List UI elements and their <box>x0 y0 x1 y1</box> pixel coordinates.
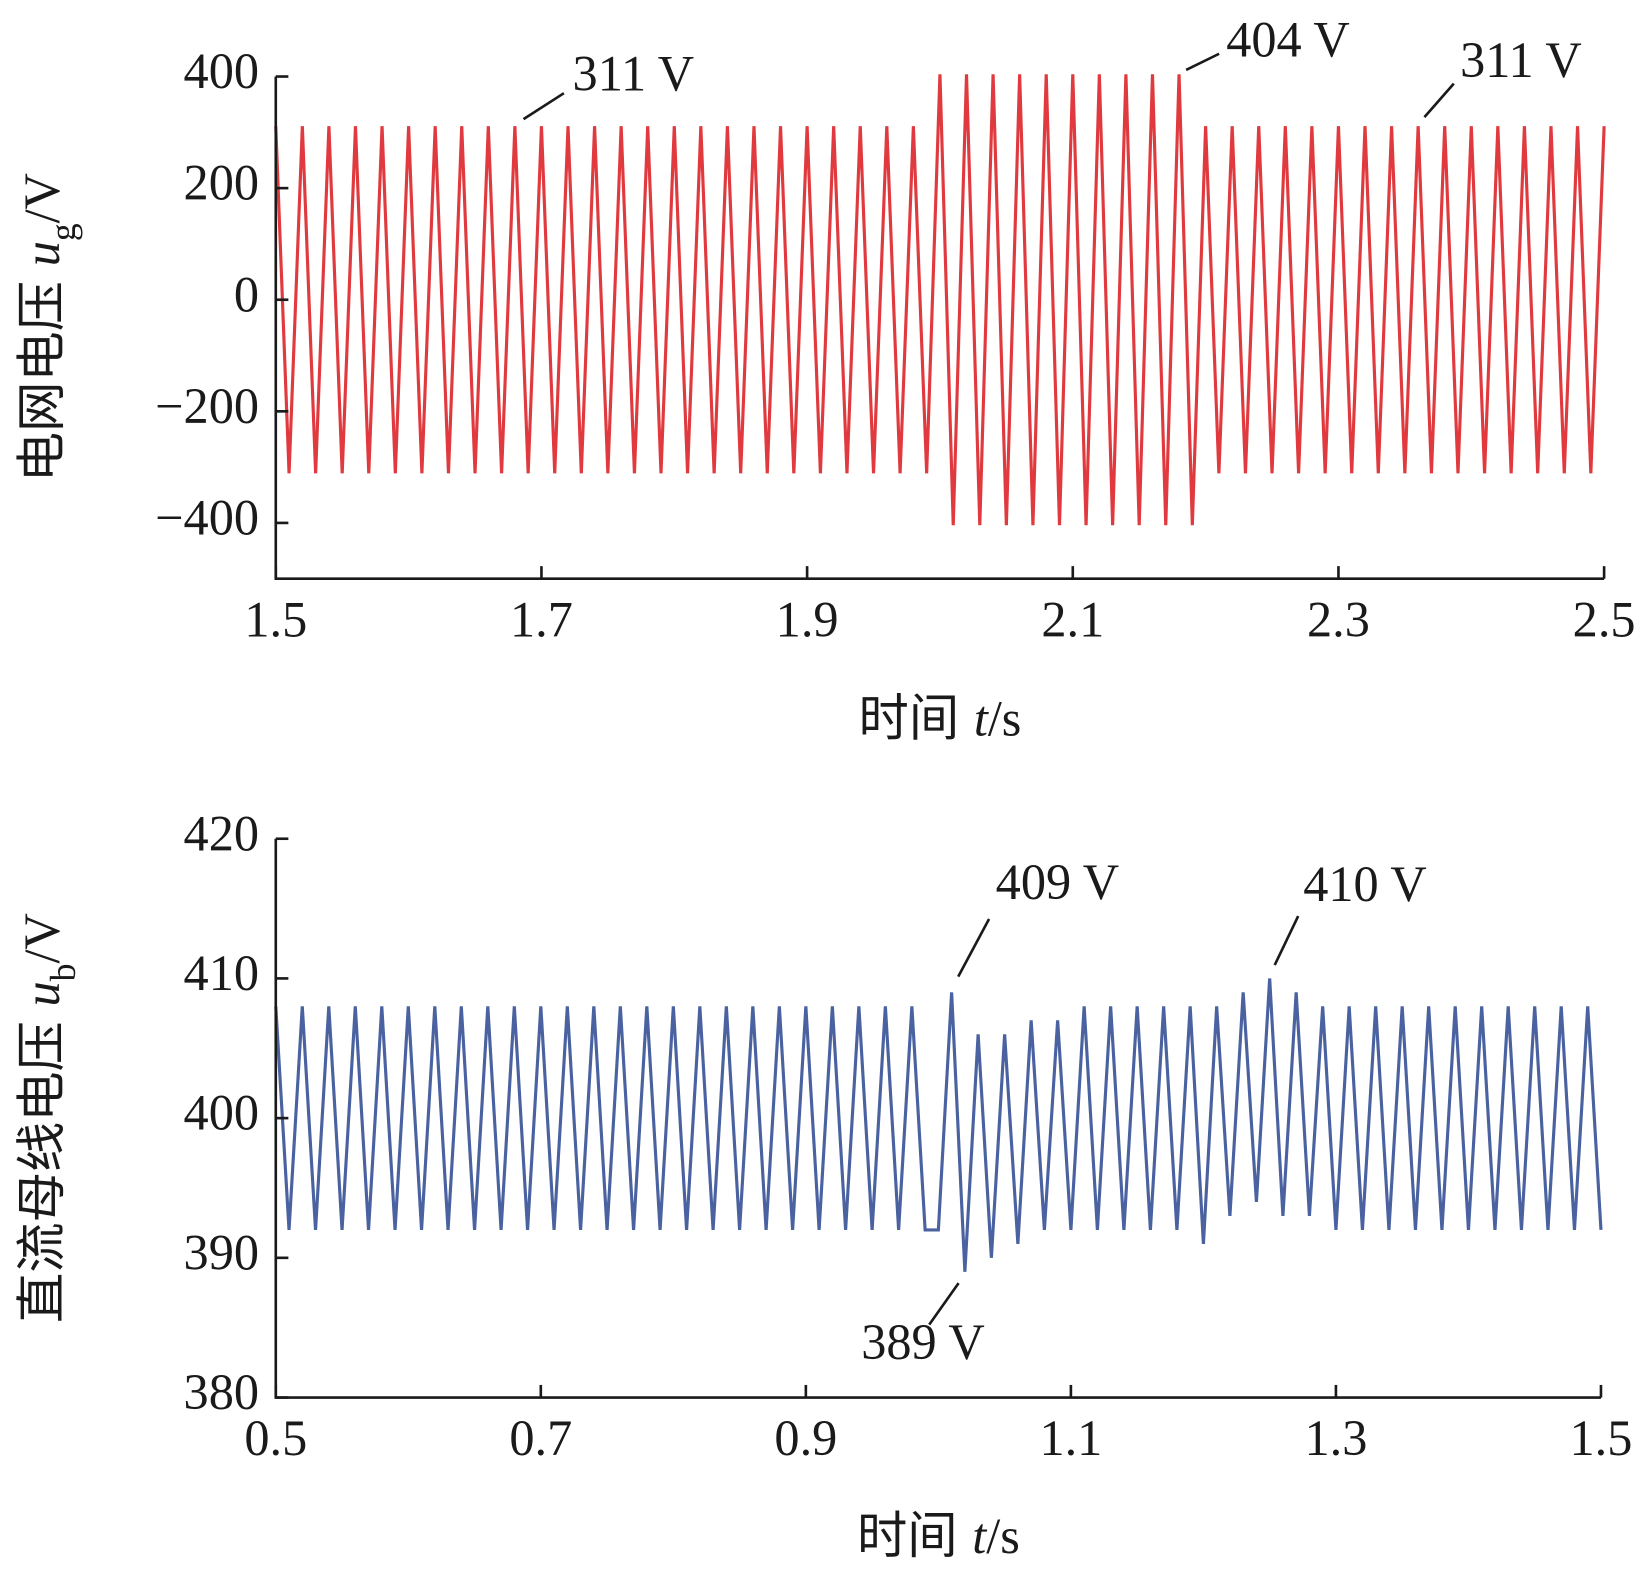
annotation-leader <box>522 92 565 121</box>
y-tick-label: 420 <box>184 805 259 861</box>
annotation-label: 311 V <box>1460 32 1582 88</box>
x-tick-label: 1.3 <box>1304 1410 1367 1466</box>
y-title-symbol: u <box>14 981 70 1006</box>
y-tick-label: 410 <box>184 945 259 1001</box>
x-tick-label: 1.5 <box>244 591 307 647</box>
x-tick-label: 2.1 <box>1041 591 1104 647</box>
y-tick-label: 0 <box>234 266 259 322</box>
x-title-unit: /s <box>988 690 1022 746</box>
y-title-text: 直流母线电压 <box>14 1021 70 1323</box>
y-title-unit: /V <box>14 173 70 223</box>
y-tick-label: 390 <box>184 1224 259 1280</box>
y-tick-label: 200 <box>184 155 259 211</box>
x-tick-label: 1.1 <box>1039 1410 1102 1466</box>
axis-line <box>274 76 1605 581</box>
x-tick-label: 1.7 <box>510 591 573 647</box>
annotation-label: 311 V <box>573 46 695 102</box>
y-title-subscript: g <box>43 223 83 241</box>
annotation-leader <box>957 918 991 978</box>
x-tick-label: 1.5 <box>1570 1410 1633 1466</box>
y-title-text: 电网电压 <box>14 281 70 482</box>
annotation-leader <box>1423 82 1455 118</box>
x-tick-label: 2.5 <box>1573 591 1636 647</box>
annotation-leader <box>1185 52 1220 72</box>
x-tick-label: 0.9 <box>774 1410 837 1466</box>
y-title-symbol: u <box>14 241 70 266</box>
x-title-text: 时间 <box>859 690 960 746</box>
annotation-leader <box>1273 915 1300 966</box>
x-tick-label: 2.3 <box>1307 591 1370 647</box>
y-axis-title: 电网电压 ug/V <box>14 173 84 482</box>
x-title-symbol: t <box>972 1508 987 1564</box>
x-title-symbol: t <box>974 690 989 746</box>
x-tick-label: 0.7 <box>509 1410 572 1466</box>
y-title-unit: /V <box>14 913 70 963</box>
x-tick-label: 0.5 <box>244 1410 307 1466</box>
y-tick-label: 400 <box>184 1085 259 1141</box>
y-axis-title: 直流母线电压 ub/V <box>14 913 84 1323</box>
annotation-label: 404 V <box>1226 11 1349 67</box>
data-line <box>274 74 1606 526</box>
y-tick-label: −200 <box>155 378 259 434</box>
x-tick-label: 1.9 <box>776 591 839 647</box>
x-title-text: 时间 <box>857 1508 958 1564</box>
annotation-label: 410 V <box>1303 856 1426 912</box>
annotation-leader <box>928 1282 960 1326</box>
annotation-label: 409 V <box>996 854 1119 910</box>
annotation-label: 389 V <box>861 1314 984 1370</box>
y-tick-label: −400 <box>155 489 259 545</box>
x-axis-title: 时间 t/s <box>859 690 1022 746</box>
y-title-subscript: b <box>43 964 83 982</box>
x-axis-title: 时间 t/s <box>857 1508 1020 1564</box>
y-tick-label: 380 <box>184 1364 259 1420</box>
data-line <box>274 978 1603 1272</box>
y-tick-label: 400 <box>184 43 259 99</box>
x-title-unit: /s <box>986 1508 1020 1564</box>
